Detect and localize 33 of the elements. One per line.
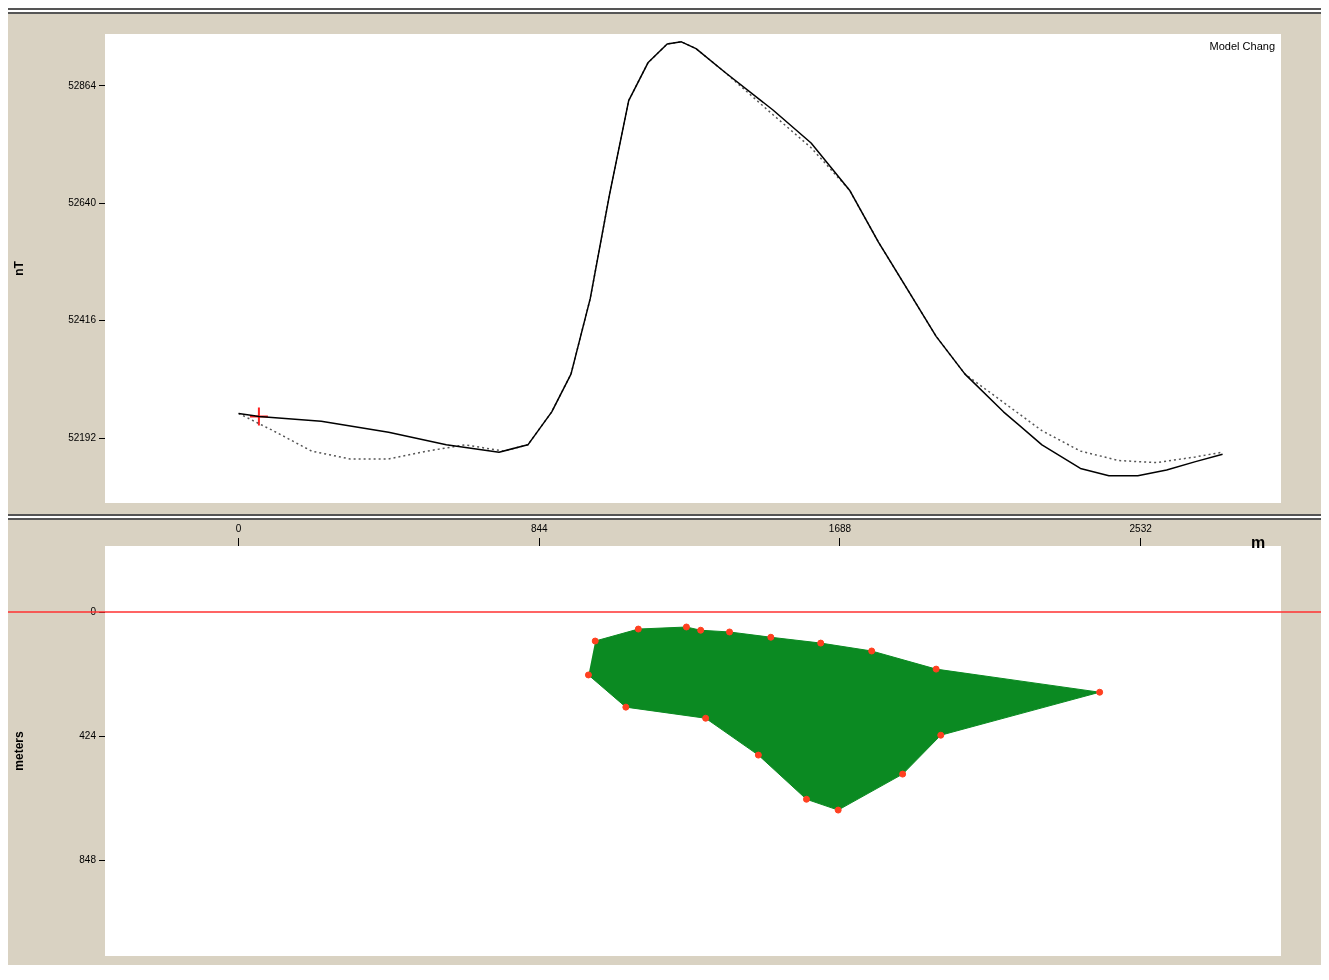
point xyxy=(802,795,810,803)
x-tick-label: 1688 xyxy=(828,522,852,534)
y-tick-label: 52864 xyxy=(68,79,97,91)
point xyxy=(634,625,642,633)
point xyxy=(591,637,599,645)
point xyxy=(868,647,876,655)
point xyxy=(697,626,705,634)
point xyxy=(726,628,734,636)
point xyxy=(899,770,907,778)
y-tick-label: 52192 xyxy=(68,431,97,443)
point xyxy=(834,806,842,814)
point xyxy=(584,671,592,679)
y-axis-title: meters xyxy=(11,731,26,771)
x-tick-label: 844 xyxy=(530,522,549,534)
point xyxy=(754,751,762,759)
point xyxy=(622,703,630,711)
y-tick-label: 848 xyxy=(79,853,97,865)
y-axis-title: nT xyxy=(11,260,26,276)
point xyxy=(767,633,775,641)
annotation: Model Chang xyxy=(1209,40,1275,52)
y-tick-label: 52416 xyxy=(68,314,97,326)
point xyxy=(937,731,945,739)
point xyxy=(932,665,940,673)
y-tick-label: 52640 xyxy=(68,197,97,209)
x-axis-title: m xyxy=(1251,534,1266,551)
x-tick-label: 0 xyxy=(235,522,242,534)
point xyxy=(682,623,690,631)
y-tick-label: 0 xyxy=(90,605,97,617)
x-tick-label: 2532 xyxy=(1129,522,1153,534)
point xyxy=(817,639,825,647)
point xyxy=(702,714,710,722)
point xyxy=(1096,688,1104,696)
y-tick-label: 424 xyxy=(79,729,97,741)
